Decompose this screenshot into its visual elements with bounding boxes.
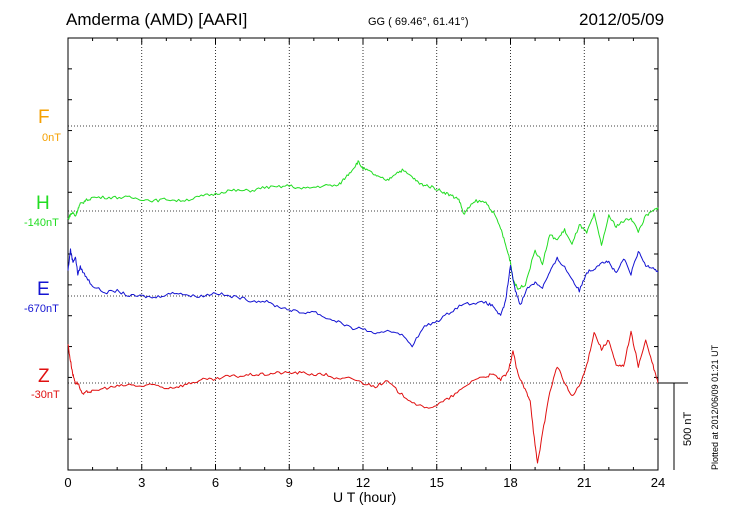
x-axis-label: U T (hour) bbox=[333, 489, 397, 505]
x-tick-label: 12 bbox=[356, 475, 370, 490]
trace-e bbox=[67, 248, 659, 348]
trace-z bbox=[67, 330, 659, 464]
channel-baseline-f: 0nT bbox=[42, 132, 61, 144]
channel-name-e: E bbox=[37, 279, 50, 300]
x-tick-label: 0 bbox=[64, 475, 71, 490]
x-tick-label: 6 bbox=[212, 475, 219, 490]
plotted-timestamp: Plotted at 2012/06/09 01:21 UT bbox=[710, 344, 720, 470]
x-tick-label: 9 bbox=[286, 475, 293, 490]
grid-lines bbox=[68, 38, 658, 470]
channel-baseline-z: -30nT bbox=[31, 389, 60, 401]
x-tick-label: 21 bbox=[577, 475, 591, 490]
scale-bar-label: 500 nT bbox=[682, 411, 694, 446]
traces bbox=[67, 160, 659, 464]
channel-name-f: F bbox=[38, 107, 50, 128]
station-title: Amderma (AMD) [AARI] bbox=[66, 10, 248, 29]
x-tick-label: 18 bbox=[503, 475, 517, 490]
date-label: 2012/05/09 bbox=[579, 10, 665, 29]
channel-baseline-h: -140nT bbox=[24, 217, 59, 229]
trace-h bbox=[67, 160, 659, 290]
x-tick-label: 3 bbox=[138, 475, 145, 490]
channel-baseline-e: -670nT bbox=[24, 303, 59, 315]
channel-name-h: H bbox=[36, 193, 50, 214]
x-tick-label: 24 bbox=[651, 475, 665, 490]
axis-ticks: 0 3 6 9 12 15 18 21 24 bbox=[64, 37, 665, 490]
channel-name-z: Z bbox=[38, 366, 50, 387]
x-tick-label: 15 bbox=[430, 475, 444, 490]
scale-bar bbox=[658, 382, 688, 470]
geographic-coordinates: GG ( 69.46°, 61.41°) bbox=[368, 16, 469, 28]
